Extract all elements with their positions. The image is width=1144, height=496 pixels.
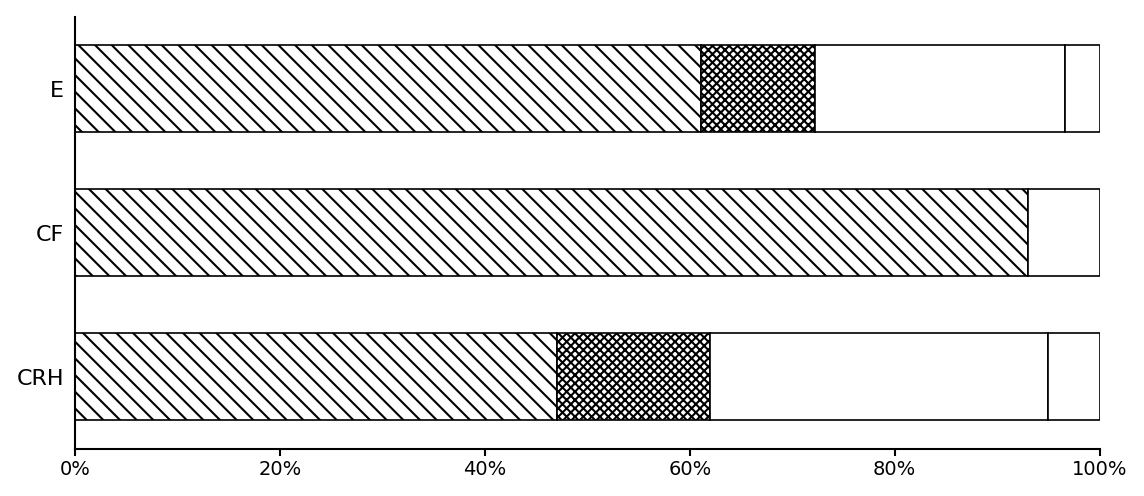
Bar bbox=[710, 333, 1048, 420]
Bar bbox=[1065, 46, 1099, 132]
Bar bbox=[701, 46, 815, 132]
Bar bbox=[815, 46, 1065, 132]
Bar bbox=[76, 46, 701, 132]
Bar bbox=[557, 333, 710, 420]
Bar bbox=[1027, 189, 1099, 276]
Bar bbox=[76, 189, 1027, 276]
Bar bbox=[1048, 333, 1099, 420]
Bar bbox=[76, 333, 557, 420]
